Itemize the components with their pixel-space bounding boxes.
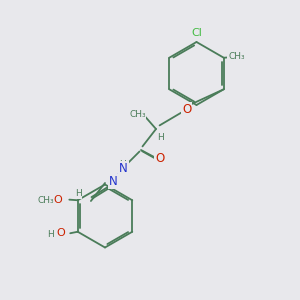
- Text: O: O: [57, 228, 66, 238]
- Text: H: H: [75, 189, 81, 198]
- Text: H: H: [120, 160, 126, 169]
- Text: H: H: [157, 133, 164, 142]
- Text: N: N: [119, 162, 128, 175]
- Text: CH₃: CH₃: [129, 110, 146, 119]
- Text: H: H: [47, 230, 54, 239]
- Text: Cl: Cl: [191, 28, 202, 38]
- Text: O: O: [54, 195, 63, 205]
- Text: O: O: [155, 152, 164, 165]
- Text: N: N: [109, 175, 118, 188]
- Text: CH₃: CH₃: [228, 52, 245, 61]
- Text: O: O: [182, 103, 191, 116]
- Text: CH₃: CH₃: [37, 196, 54, 205]
